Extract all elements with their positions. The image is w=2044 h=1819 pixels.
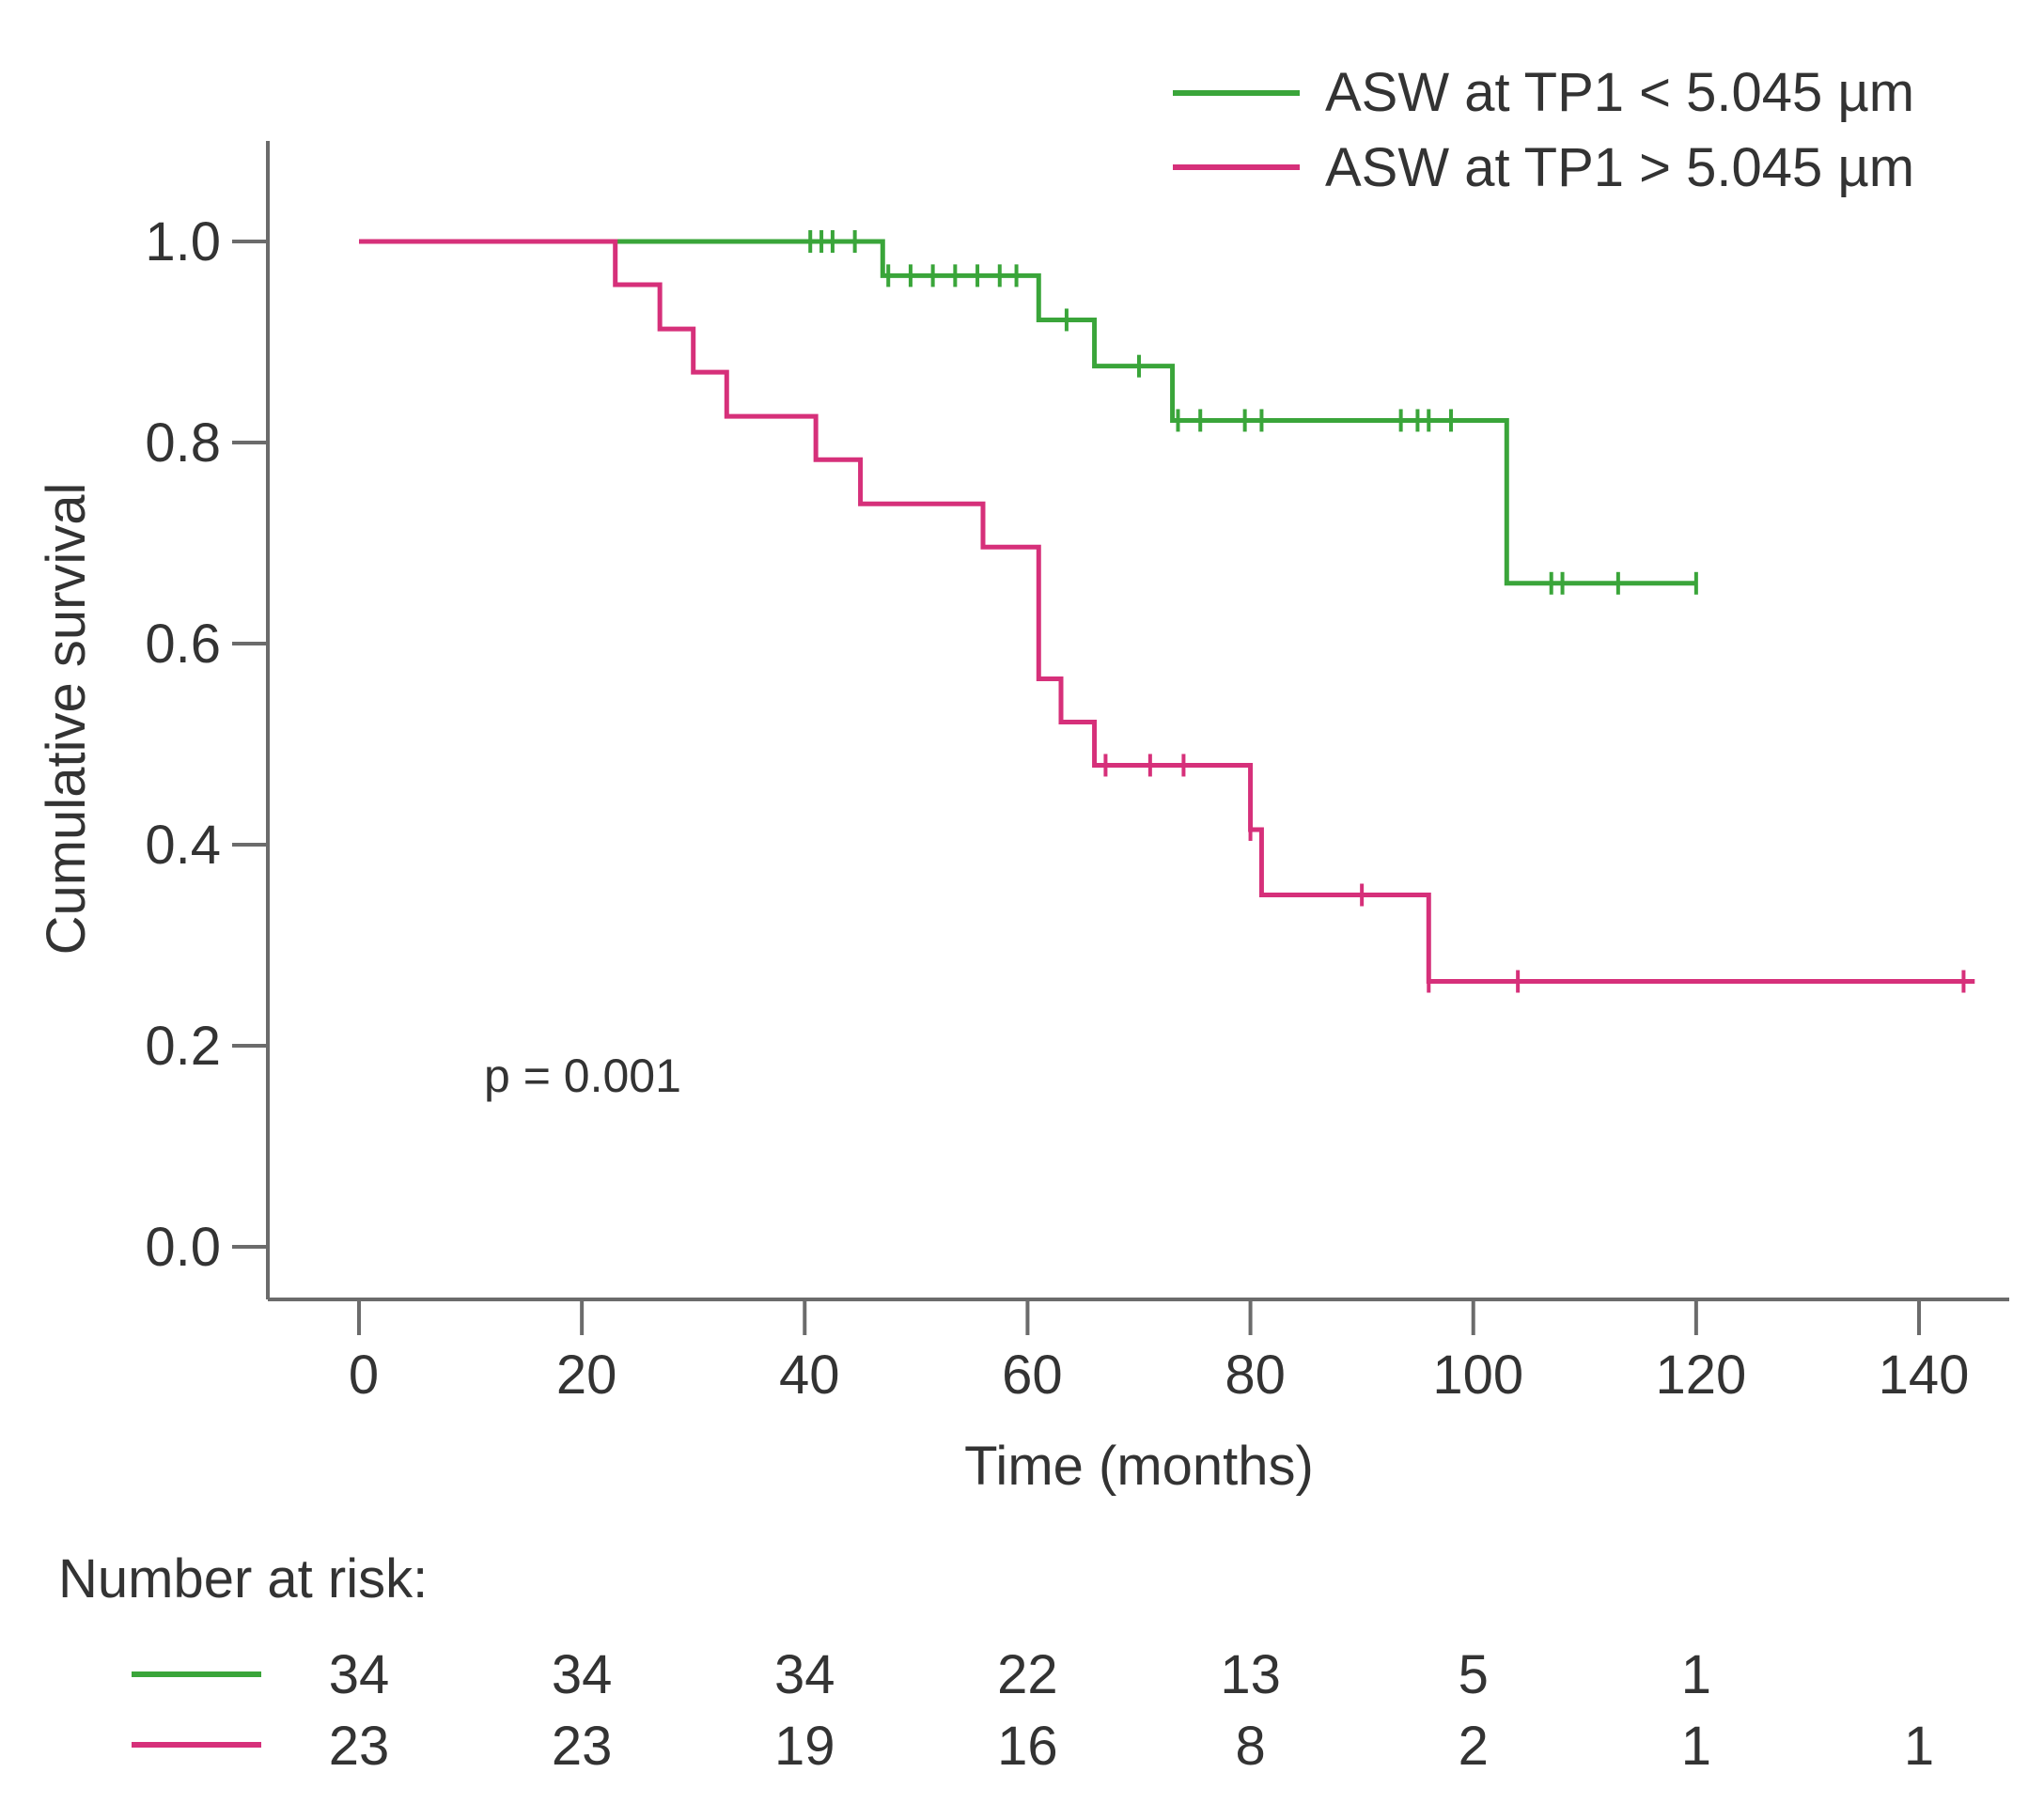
risk-count: 34 [774, 1644, 835, 1705]
x-tick-label: 60 [1002, 1345, 1063, 1406]
survival-curve [359, 239, 1696, 586]
series-green [359, 230, 1698, 595]
y-tick-label: 0.6 [145, 614, 221, 675]
risk-count: 34 [329, 1644, 390, 1705]
y-axis-title: Cumulative survival [36, 483, 97, 956]
risk-count: 13 [1220, 1644, 1281, 1705]
x-tick-label: 20 [556, 1345, 617, 1406]
x-tick-label: 100 [1432, 1345, 1523, 1406]
risk-count: 23 [552, 1716, 613, 1777]
legend: ASW at TP1 < 5.045 µm ASW at TP1 > 5.045… [1173, 62, 1914, 198]
x-tick-label: 140 [1879, 1345, 1970, 1406]
risk-count: 23 [329, 1716, 390, 1777]
series-pink [359, 239, 1975, 993]
p-value-annotation: p = 0.001 [484, 1049, 681, 1102]
legend-label-pink: ASW at TP1 > 5.045 µm [1325, 137, 1914, 198]
x-tick-label: 80 [1225, 1345, 1286, 1406]
plot-area: 0.0 0.2 0.4 0.6 0.8 1.0 0 20 40 60 80 100 120 140 [145, 141, 2009, 1406]
risk-count: 1 [1904, 1716, 1934, 1777]
y-tick-label: 0.8 [145, 412, 221, 474]
x-tick-label: 120 [1655, 1345, 1746, 1406]
x-axis-title: Time (months) [964, 1436, 1314, 1497]
risk-count: 16 [997, 1716, 1058, 1777]
number-at-risk-table: Number at risk: 34 34 34 22 13 5 1 23 23 19 16 8 2 1… [58, 1548, 1934, 1777]
risk-count: 22 [997, 1644, 1058, 1705]
risk-count: 1 [1681, 1644, 1711, 1705]
risk-count: 19 [774, 1716, 835, 1777]
risk-count: 2 [1459, 1716, 1489, 1777]
y-tick-label: 1.0 [145, 211, 221, 272]
risk-count: 8 [1235, 1716, 1265, 1777]
risk-count: 5 [1459, 1644, 1489, 1705]
x-tick-label: 40 [779, 1345, 840, 1406]
x-tick-label: 0 [349, 1345, 379, 1406]
survival-curve [359, 239, 1975, 985]
y-tick-label: 0.0 [145, 1217, 221, 1278]
y-tick-label: 0.4 [145, 815, 221, 876]
risk-row-green: 34 34 34 22 13 5 1 [329, 1644, 1711, 1705]
y-tick-label: 0.2 [145, 1016, 221, 1077]
risk-count: 34 [552, 1644, 613, 1705]
series-layer [359, 230, 1975, 993]
y-axis-ticks: 0.0 0.2 0.4 0.6 0.8 1.0 [145, 211, 268, 1278]
risk-row-pink: 23 23 19 16 8 2 1 1 [329, 1716, 1934, 1777]
x-axis-ticks: 0 20 40 60 80 100 120 140 [349, 1299, 1970, 1406]
legend-label-green: ASW at TP1 < 5.045 µm [1325, 62, 1914, 123]
number-at-risk-title: Number at risk: [58, 1548, 428, 1609]
risk-count: 1 [1681, 1716, 1711, 1777]
